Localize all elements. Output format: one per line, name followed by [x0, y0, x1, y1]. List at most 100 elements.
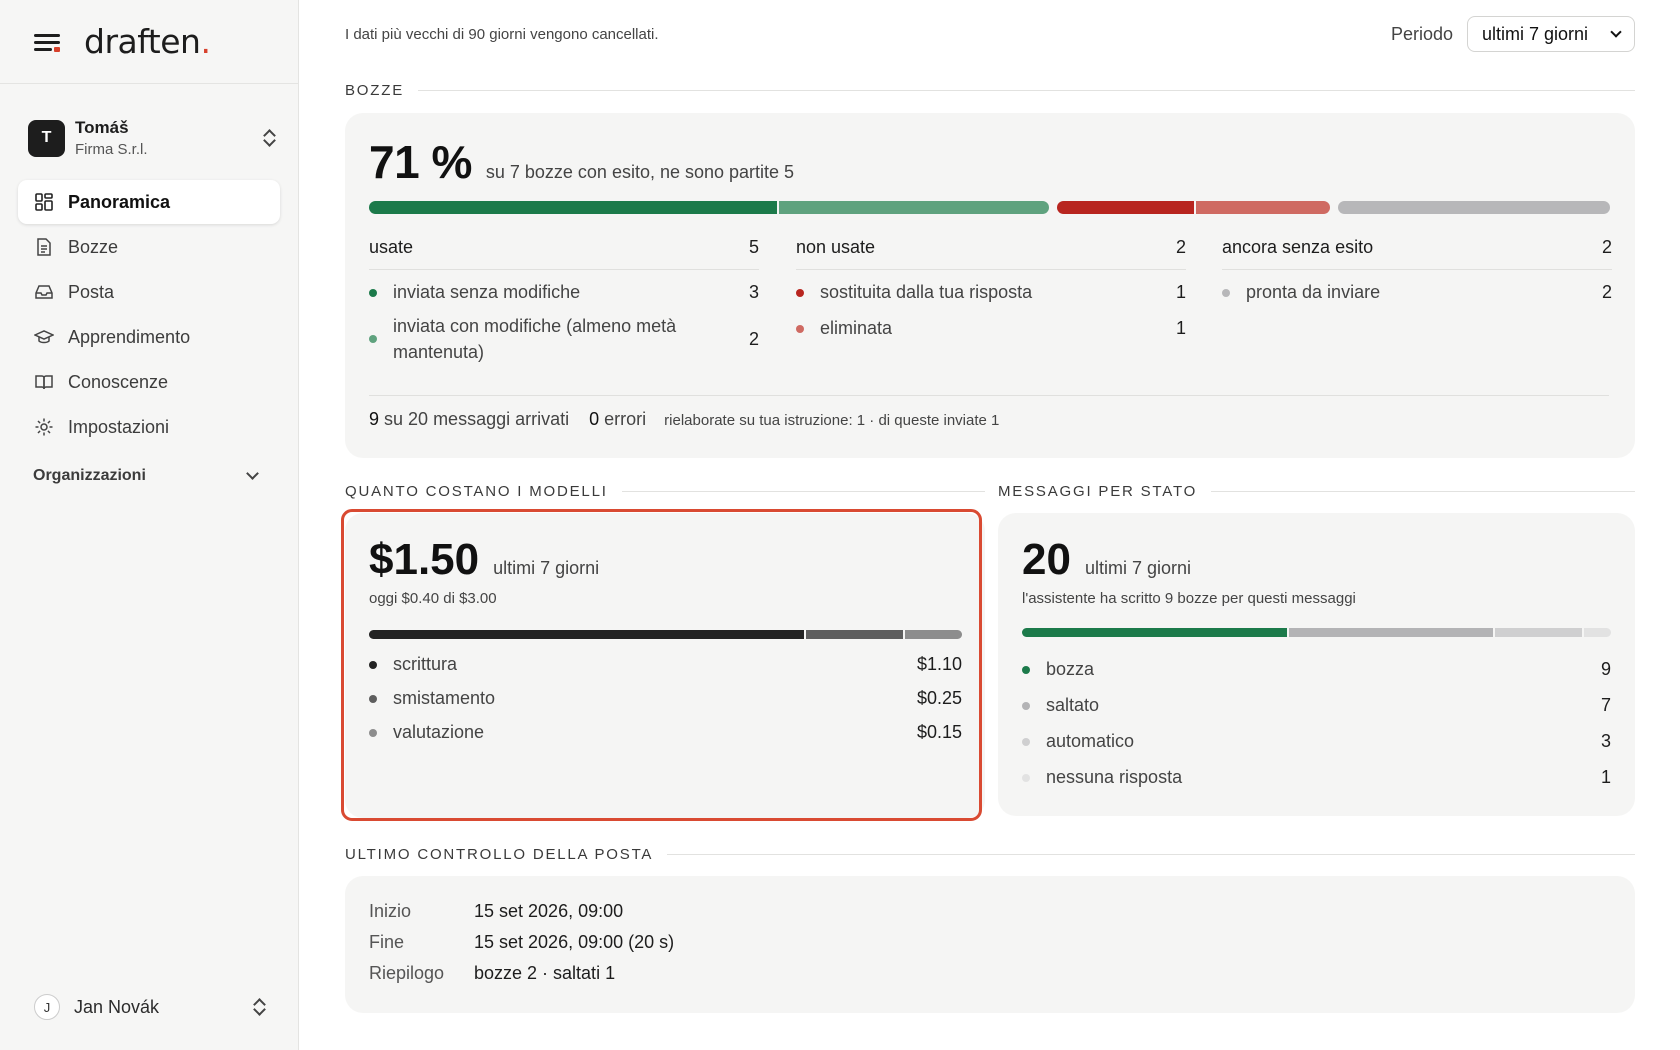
selection-highlight: [341, 509, 982, 821]
status-dot: [1022, 737, 1030, 746]
status-dot: [1222, 288, 1230, 297]
bar-segment: [1493, 628, 1582, 637]
account-name: Tomáš: [75, 118, 129, 137]
period-label: Periodo: [1390, 23, 1453, 44]
bar-segment: [1057, 201, 1194, 214]
section-title-last-check: ULTIMO CONTROLLO DELLA POSTA: [345, 846, 1635, 863]
sidebar-item-label: Impostazioni: [68, 416, 170, 437]
list-item: inviata senza modifiche 3: [369, 282, 759, 303]
brand-header: draften.: [0, 0, 298, 84]
sidebar-item-label: Bozze: [68, 236, 119, 257]
costs-bar: [369, 630, 962, 639]
bar-segment: [902, 630, 962, 639]
status-dot: [369, 335, 377, 343]
column-header: non usate 2: [796, 237, 1186, 270]
user-menu[interactable]: J Jan Novák: [34, 994, 266, 1020]
status-dot: [1022, 773, 1030, 782]
messages-note: l'assistente ha scritto 9 bozze per ques…: [1022, 590, 1356, 607]
chevron-down-icon: [1610, 25, 1622, 38]
chevron-down-icon: [246, 467, 259, 480]
bar-segment: [803, 630, 903, 639]
costs-period: ultimi 7 giorni: [493, 558, 600, 578]
status-dot: [369, 288, 377, 297]
sidebar-item-bozze[interactable]: Bozze: [18, 225, 280, 269]
retention-note: I dati più vecchi di 90 giorni vengono c…: [345, 25, 659, 43]
section-title-messages: MESSAGGI PER STATO: [998, 483, 1635, 500]
drafts-card: 71 % su 7 bozze con esito, ne sono parti…: [345, 113, 1635, 458]
sidebar-item-conoscenze[interactable]: Conoscenze: [18, 360, 280, 404]
main-content: I dati più vecchi di 90 giorni vengono c…: [341, 0, 1635, 1050]
costs-card: $1.50 ultimi 7 giorni oggi $0.40 di $3.0…: [345, 513, 985, 818]
account-org: Firma S.r.l.: [75, 141, 148, 158]
sidebar-nav: Panoramica Bozze Posta Apprendimento Con…: [18, 180, 280, 450]
list-item: inviata con modifiche (almeno metà mante…: [369, 313, 759, 365]
last-check-details: Inizio 15 set 2026, 09:00 Fine 15 set 2026…: [369, 901, 675, 983]
topbar: I dati più vecchi di 90 giorni vengono c…: [345, 16, 1635, 52]
section-title-bozze: BOZZE: [345, 82, 1635, 99]
book-icon: [34, 372, 54, 392]
costs-today: oggi $0.40 di $3.00: [369, 590, 497, 607]
dashboard-icon: [34, 192, 54, 212]
status-dot: [796, 288, 804, 297]
list-item: saltato 7: [1022, 695, 1611, 716]
column-header: usate 5: [369, 237, 759, 270]
menu-icon[interactable]: [34, 32, 60, 52]
costs-list: scrittura $1.10 smistamento $0.25 valuta…: [369, 654, 962, 743]
user-avatar: J: [34, 994, 60, 1020]
account-avatar: T: [28, 119, 65, 157]
messages-period: ultimi 7 giorni: [1084, 558, 1191, 578]
status-dot: [369, 660, 377, 669]
list-item: nessuna risposta 1: [1022, 767, 1611, 788]
inbox-icon: [34, 282, 54, 302]
costs-total: $1.50: [369, 535, 480, 584]
sidebar-item-panoramica[interactable]: Panoramica: [18, 180, 280, 224]
drafts-bar-used: [369, 201, 1049, 214]
sidebar-item-label: Conoscenze: [68, 371, 169, 392]
sidebar-item-label: Posta: [68, 281, 115, 302]
messages-bar: [1022, 628, 1611, 637]
status-dot: [1022, 701, 1030, 710]
organizations-label: Organizzazioni: [33, 467, 146, 484]
period-filter: Periodo ultimi 7 giorni: [1391, 16, 1635, 52]
drafts-column-senza-esito: ancora senza esito 2 pronta da inviare 2: [1222, 237, 1612, 303]
list-item: automatico 3: [1022, 731, 1611, 752]
graduation-cap-icon: [34, 327, 54, 347]
organizations-toggle[interactable]: Organizzazioni: [33, 467, 263, 485]
gear-icon: [34, 417, 54, 437]
list-item: bozza 9: [1022, 659, 1611, 680]
drafts-column-non-usate: non usate 2 sostituita dalla tua risposta…: [796, 237, 1186, 339]
period-value: ultimi 7 giorni: [1482, 23, 1589, 44]
bar-segment: [1022, 628, 1288, 637]
bar-segment: [1287, 628, 1494, 637]
list-item: eliminata 1: [796, 318, 1186, 339]
divider: [369, 395, 1609, 396]
drafts-headline: 71 % su 7 bozze con esito, ne sono parti…: [369, 135, 794, 189]
logo[interactable]: draften.: [84, 22, 211, 61]
chevron-updown-icon: [252, 998, 266, 1016]
bar-segment: [777, 201, 1049, 214]
sidebar-item-impostazioni[interactable]: Impostazioni: [18, 405, 280, 449]
bar-segment: [1193, 201, 1330, 214]
status-dot: [1022, 665, 1030, 674]
period-select[interactable]: ultimi 7 giorni: [1467, 16, 1635, 52]
sidebar-item-posta[interactable]: Posta: [18, 270, 280, 314]
section-title-costs: QUANTO COSTANO I MODELLI: [345, 483, 985, 500]
sidebar-item-label: Panoramica: [68, 191, 171, 212]
sidebar-item-label: Apprendimento: [68, 326, 191, 347]
drafts-footer: 9 su 20 messaggi arrivati 0 errori riela…: [369, 409, 1000, 429]
bar-segment: [1581, 628, 1611, 637]
messages-card: 20 ultimi 7 giorni l'assistente ha scrit…: [998, 513, 1635, 816]
drafts-bar-pending: [1338, 201, 1610, 214]
sidebar-item-apprendimento[interactable]: Apprendimento: [18, 315, 280, 359]
list-item: scrittura $1.10: [369, 654, 962, 675]
sidebar: draften. T Tomáš Firma S.r.l. Panoramica…: [0, 0, 299, 1050]
bar-segment: [369, 630, 804, 639]
messages-list: bozza 9 saltato 7 automatico 3 nessuna r…: [1022, 659, 1611, 788]
status-dot: [796, 324, 804, 333]
drafts-bar-unused: [1057, 201, 1330, 214]
user-name: Jan Novák: [74, 996, 160, 1017]
messages-headline: 20 ultimi 7 giorni: [1022, 535, 1191, 585]
costs-headline: $1.50 ultimi 7 giorni: [369, 535, 599, 585]
last-check-card: Inizio 15 set 2026, 09:00 Fine 15 set 2026…: [345, 876, 1635, 1013]
account-switcher[interactable]: T Tomáš Firma S.r.l.: [28, 118, 276, 158]
